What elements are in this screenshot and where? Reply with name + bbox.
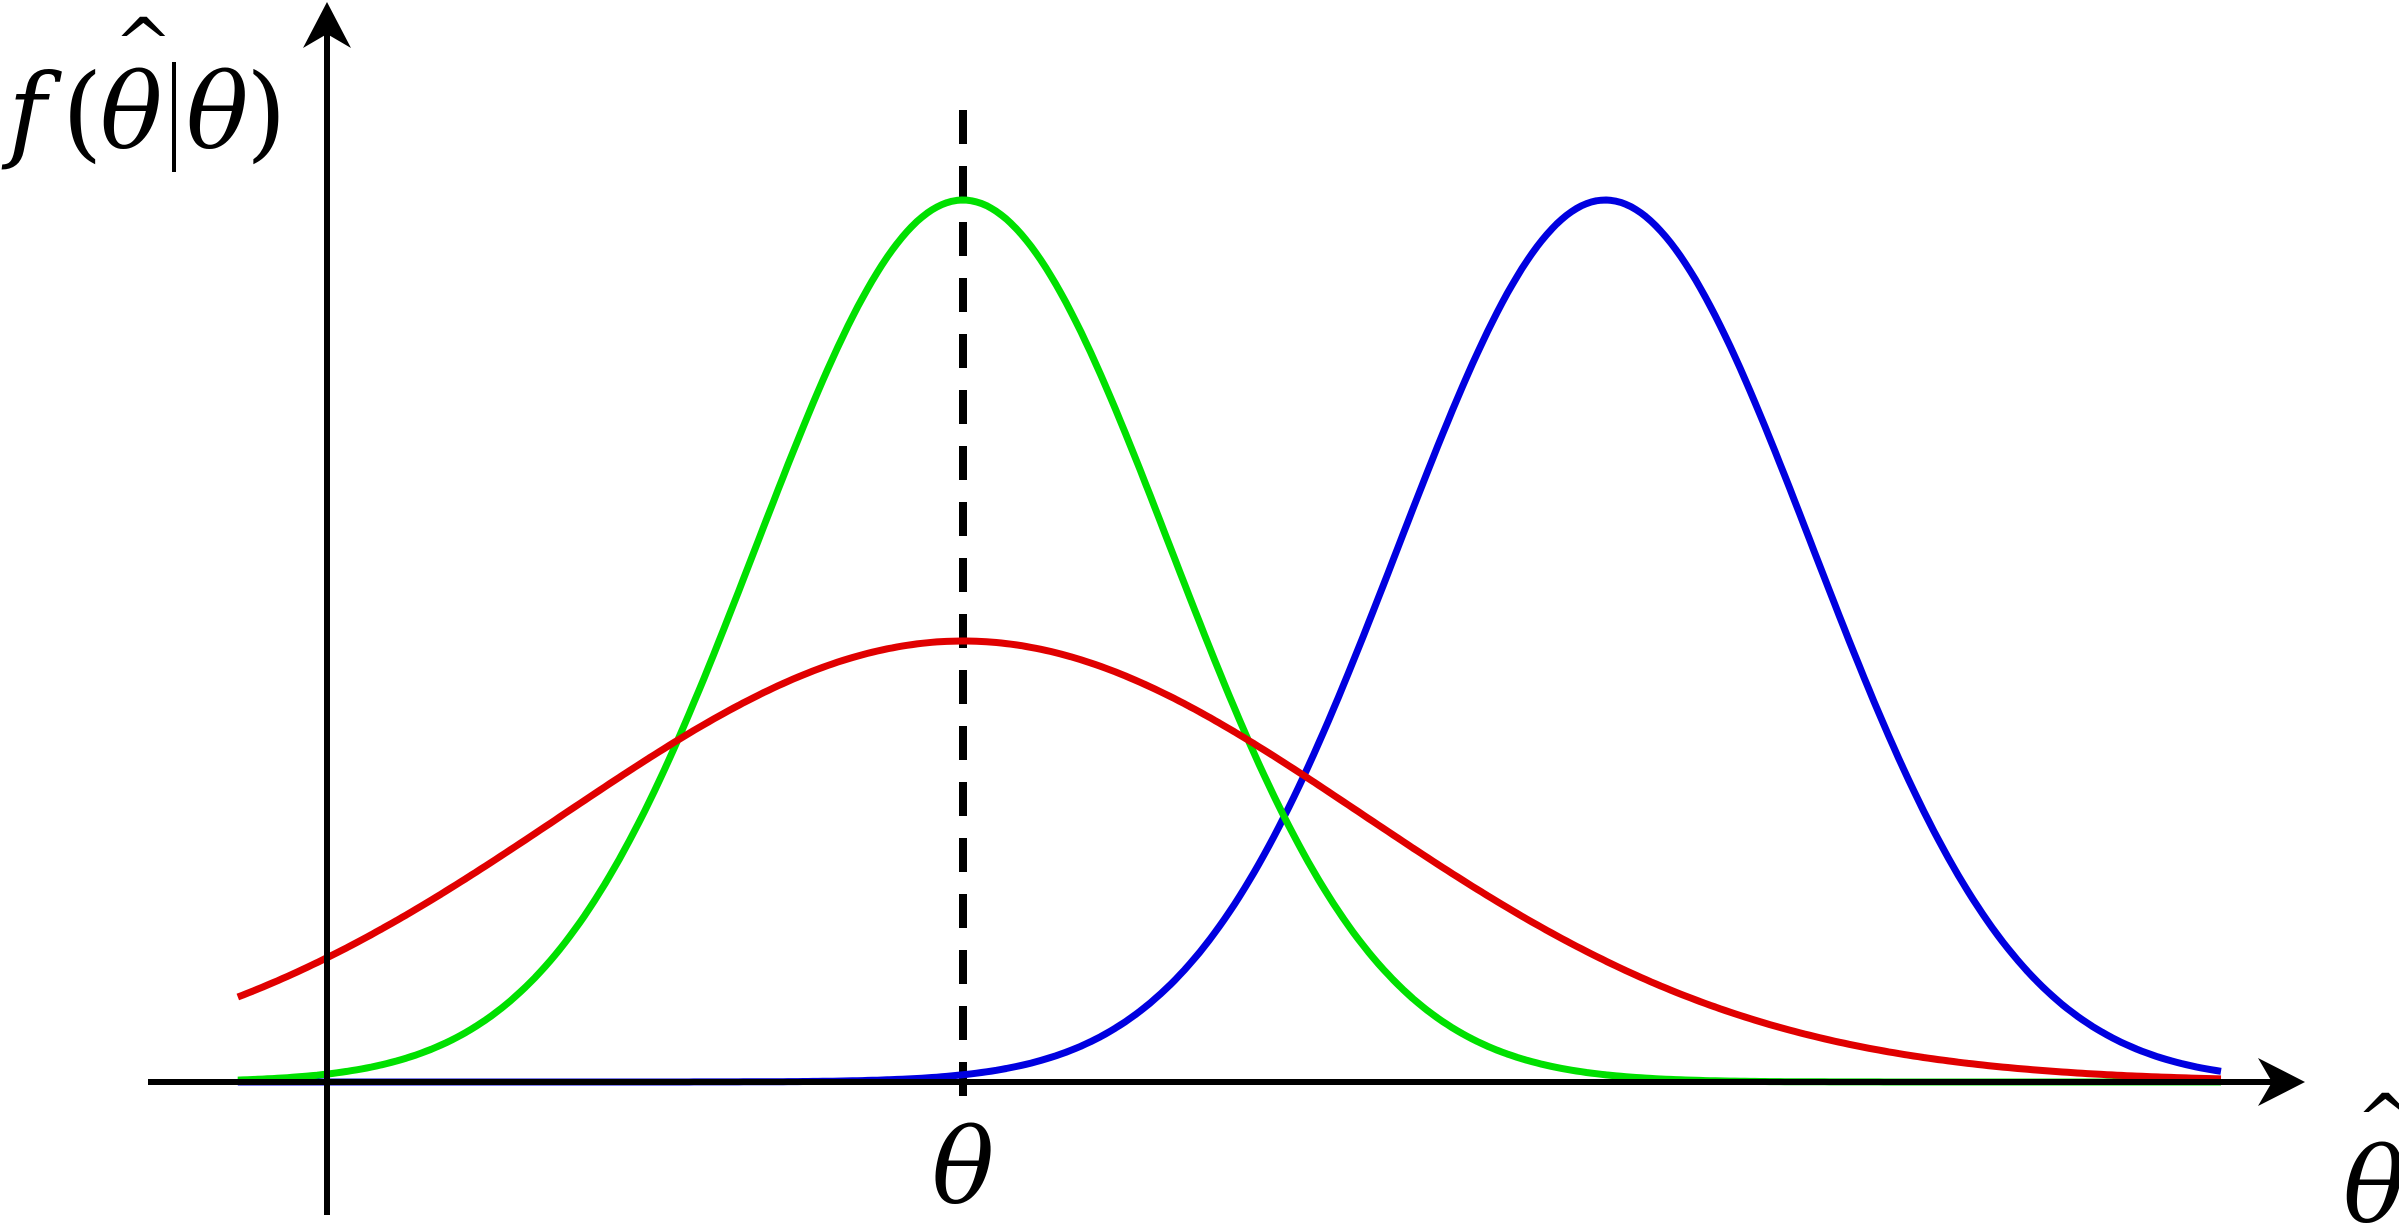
svg-text:θ: θ xyxy=(100,51,163,173)
svg-text:^: ^ xyxy=(2356,1079,2399,1161)
svg-text:): ) xyxy=(246,51,287,173)
x-axis-arrowhead xyxy=(2258,1058,2305,1106)
series-curve-2 xyxy=(236,637,2222,1083)
svg-text:f: f xyxy=(1,51,62,173)
x-tick-label-0: θ xyxy=(932,1106,995,1228)
x-axis-label: θ ^ xyxy=(2343,1079,2399,1230)
series-curve-0 xyxy=(237,196,2221,1086)
svg-text:θ: θ xyxy=(2343,1125,2399,1230)
series-curve-1 xyxy=(237,196,2222,1086)
y-axis-arrowhead xyxy=(303,2,351,48)
svg-text:(: ( xyxy=(62,51,103,173)
y-axis-label: f ( θ ^ θ ) xyxy=(1,3,287,173)
svg-text:^: ^ xyxy=(114,3,173,85)
series-layer xyxy=(236,110,2222,1110)
svg-text:θ: θ xyxy=(186,51,249,173)
